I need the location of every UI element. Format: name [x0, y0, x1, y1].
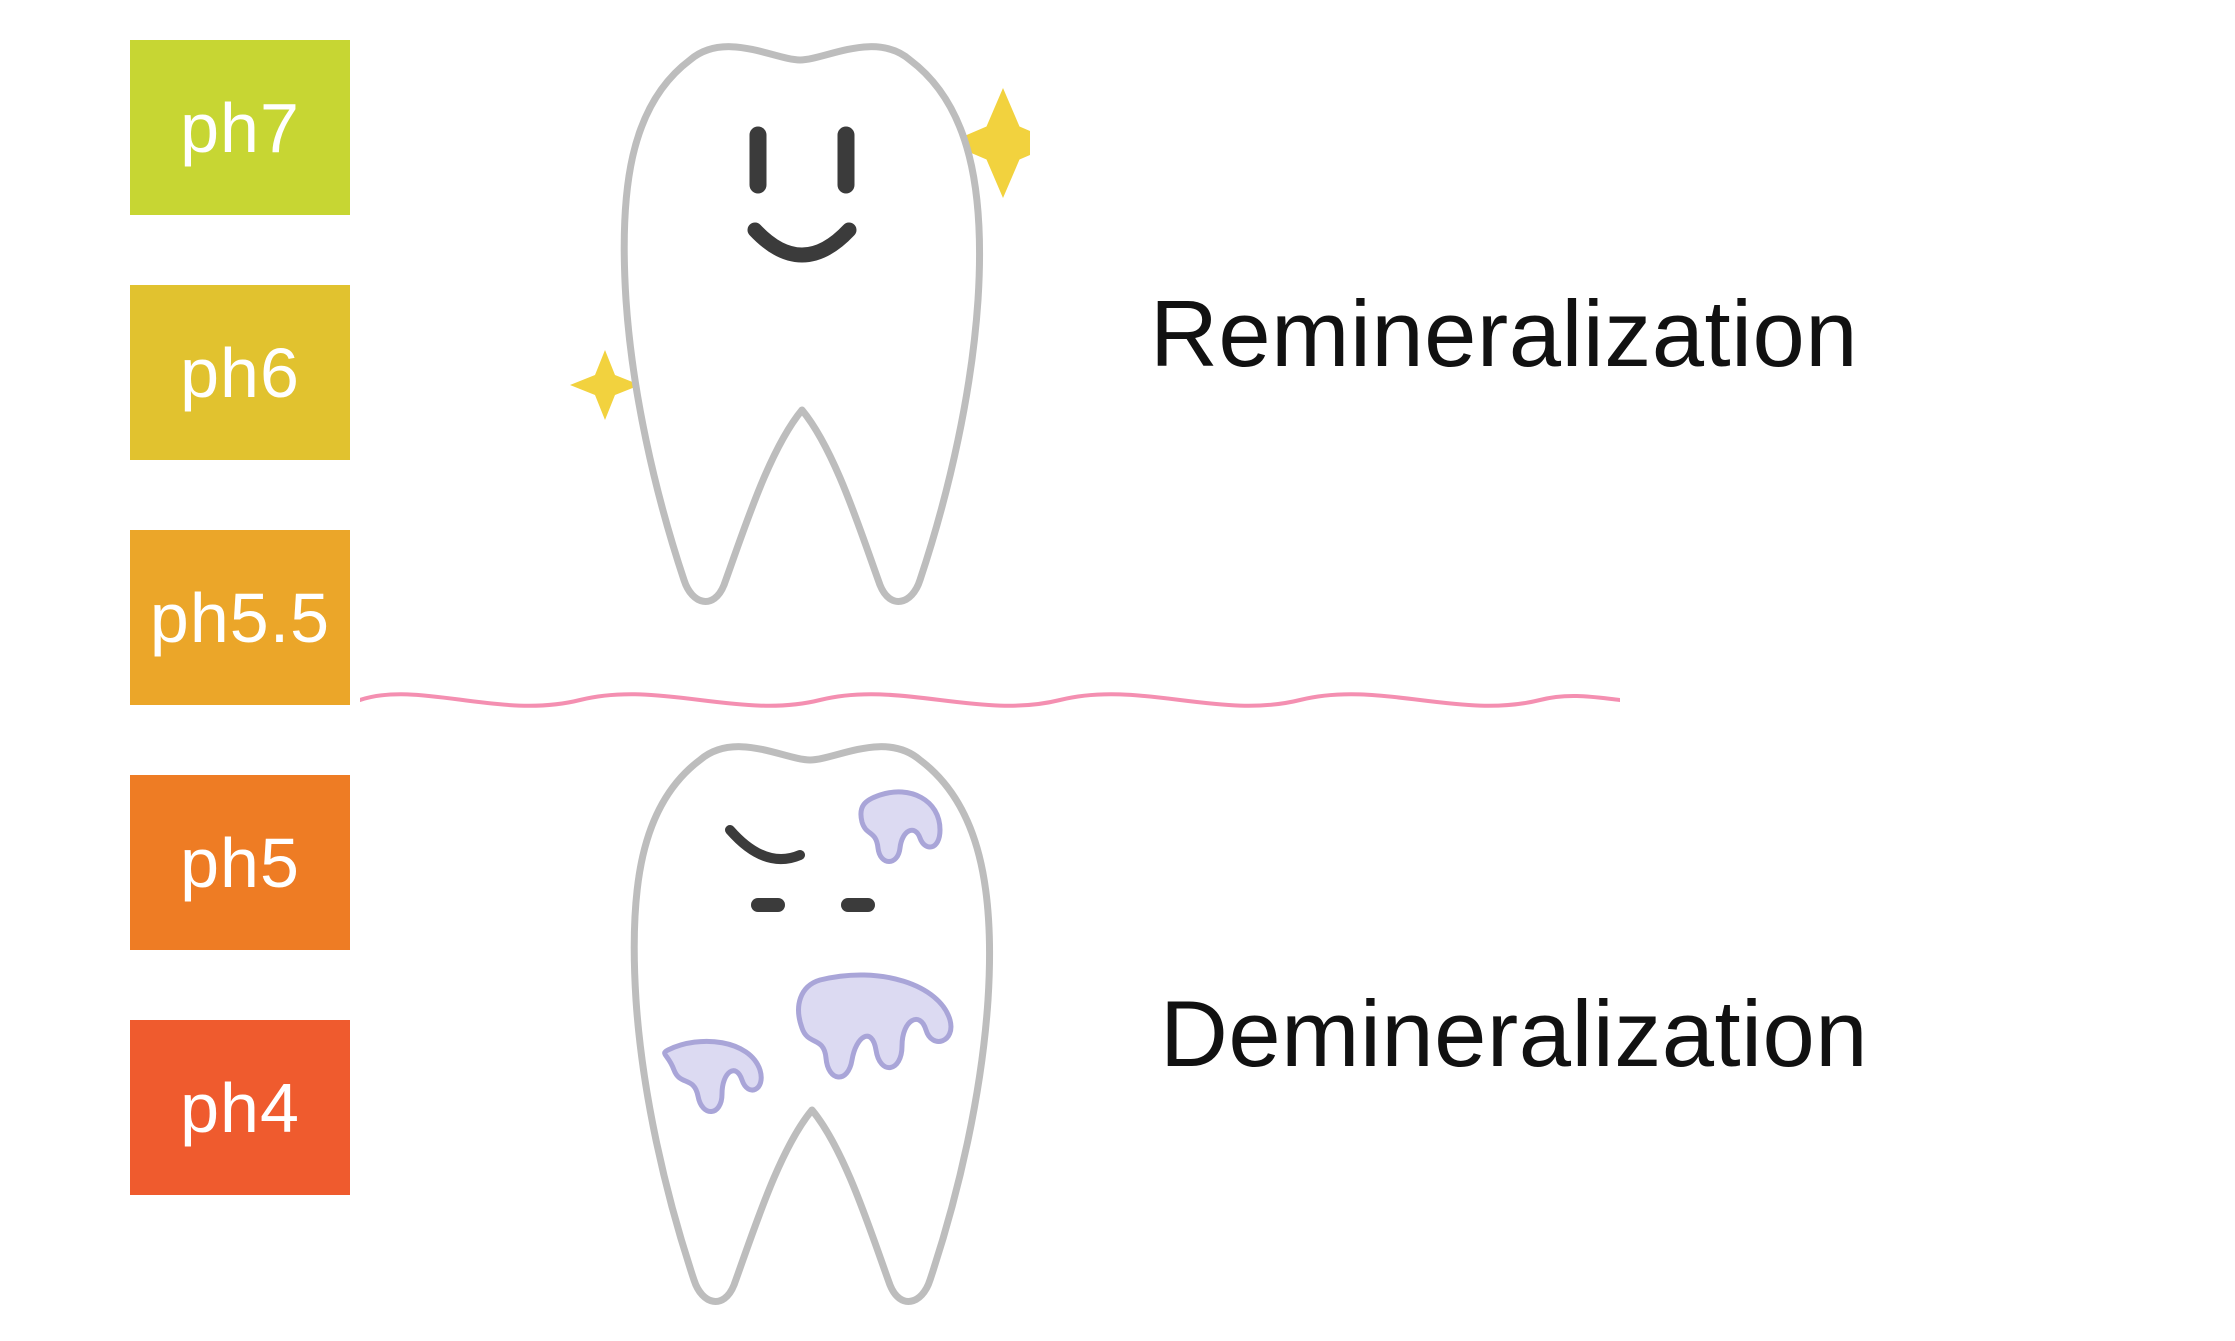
remineralization-label: Remineralization — [1150, 280, 1858, 388]
ph-label: ph5.5 — [150, 578, 330, 658]
ph-scale: ph7 ph6 ph5.5 ph5 ph4 — [130, 40, 350, 1195]
ph-box-ph4: ph4 — [130, 1020, 350, 1195]
tooth-outline — [624, 47, 979, 602]
ph-box-ph7: ph7 — [130, 40, 350, 215]
ph-box-ph6: ph6 — [130, 285, 350, 460]
happy-tooth — [570, 20, 1030, 640]
ph-label: ph7 — [180, 88, 300, 168]
demineralization-text: Demineralization — [1160, 981, 1868, 1086]
sad-tooth — [580, 720, 1040, 1340]
ph-box-ph5: ph5 — [130, 775, 350, 950]
ph-box-ph5-5: ph5.5 — [130, 530, 350, 705]
ph-label: ph5 — [180, 823, 300, 903]
demineralization-label: Demineralization — [1160, 980, 1868, 1088]
remineralization-text: Remineralization — [1150, 281, 1858, 386]
ph-label: ph4 — [180, 1068, 300, 1148]
ph-label: ph6 — [180, 333, 300, 413]
